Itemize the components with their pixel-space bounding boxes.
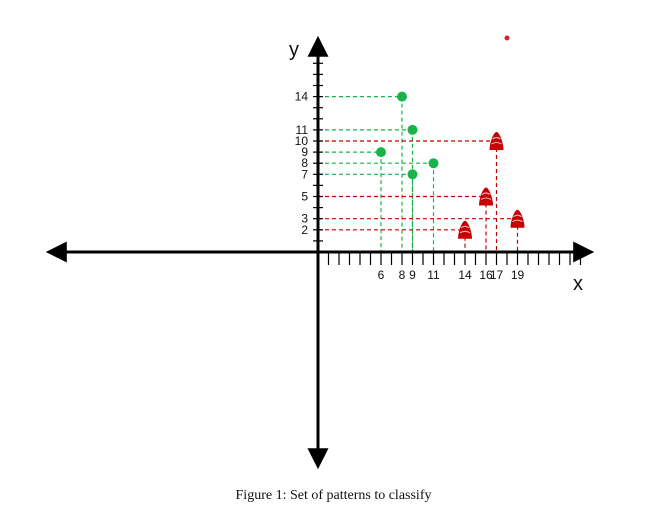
cone-marker (479, 187, 493, 206)
x-tick-label: 19 (511, 268, 525, 282)
y-tick-label: 11 (296, 123, 309, 137)
cone-highlight (459, 230, 471, 234)
x-tick-label: 16 (479, 268, 493, 282)
y-tick-label: 2 (301, 223, 308, 237)
data-point (397, 91, 407, 102)
data-point (510, 209, 525, 228)
x-tick-label: 8 (399, 268, 406, 282)
axes (45, 35, 595, 470)
data-point (376, 147, 386, 158)
data-point (479, 187, 493, 206)
y-tick-label: 7 (301, 167, 308, 181)
y-tick-label: 5 (301, 190, 308, 204)
figure-caption: Figure 1: Set of patterns to classify (235, 488, 432, 503)
x-axis-label: x (573, 273, 583, 295)
cone-marker (510, 209, 525, 228)
data-point (407, 169, 418, 180)
cone-highlight (480, 197, 492, 200)
y-tick-label: 8 (301, 156, 308, 170)
stray-dot (504, 35, 510, 41)
data-point (428, 158, 439, 169)
y-tick-label: 9 (301, 145, 308, 159)
x-tick-label: 14 (458, 268, 472, 282)
guide-lines (318, 95, 519, 252)
x-tick-label: 9 (409, 268, 416, 282)
cone-marker (489, 132, 504, 150)
cone-highlight (492, 136, 501, 140)
cone-highlight (513, 214, 522, 218)
y-tick-label: 3 (301, 212, 308, 226)
cone-highlight (491, 141, 502, 145)
y-tick-label: 14 (295, 90, 309, 104)
tick-marks (313, 62, 582, 265)
x-tick-label: 17 (490, 268, 504, 282)
cone-highlight (460, 225, 470, 229)
data-point (489, 132, 504, 150)
x-tick-label: 11 (427, 268, 440, 282)
y-tick-label: 10 (295, 134, 309, 148)
cone-marker (458, 220, 472, 239)
x-tick-label: 6 (378, 268, 385, 282)
data-points (376, 35, 525, 239)
cone-highlight (481, 192, 491, 195)
cone-highlight (512, 219, 523, 223)
y-axis-label: y (289, 39, 299, 61)
data-point (407, 124, 418, 135)
data-point (458, 220, 472, 239)
